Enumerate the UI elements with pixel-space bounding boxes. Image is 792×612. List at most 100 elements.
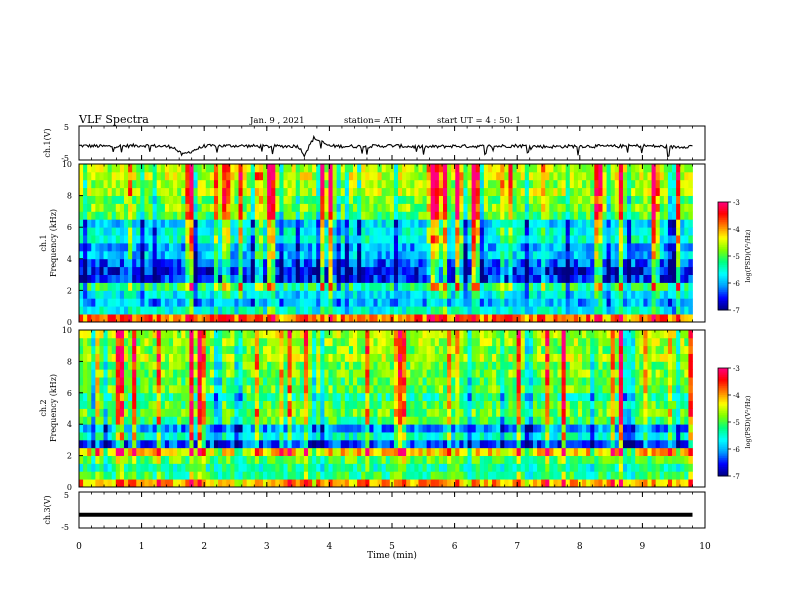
spectrogram-cell: [353, 274, 358, 283]
spectrogram-cell: [258, 455, 264, 464]
spectrogram-cell: [561, 235, 567, 244]
spectrogram-cell: [246, 164, 252, 173]
spectrogram-cell: [299, 384, 305, 394]
spectrogram-cell: [283, 266, 288, 275]
spectrogram-cell: [218, 408, 223, 417]
spectrogram-cell: [205, 424, 211, 433]
spectrogram-cell: [275, 306, 280, 315]
spectrogram-cell: [451, 258, 456, 268]
spectrogram-cell: [287, 227, 293, 236]
spectrogram-cell: [320, 432, 325, 441]
spectrogram-cell: [152, 211, 158, 220]
spectrogram-cell: [160, 432, 166, 441]
spectrogram-cell: [467, 330, 473, 339]
spectrogram-cell: [651, 179, 657, 189]
spectrogram-cell: [577, 266, 583, 275]
spectrogram-cell: [291, 179, 297, 189]
spectrogram-cell: [389, 369, 395, 378]
spectrogram-cell: [79, 439, 84, 449]
spectrogram-cell: [222, 219, 227, 228]
spectrogram-cell: [500, 227, 505, 236]
spectrogram-cell: [676, 306, 681, 315]
spectrogram-cell: [312, 424, 317, 433]
spectrogram-cell: [303, 432, 309, 441]
spectrogram-cell: [557, 306, 562, 315]
spectrogram-cell: [201, 195, 207, 204]
spectrogram-cell: [291, 187, 297, 196]
spectrogram-cell: [389, 432, 395, 441]
spectrogram-cell: [132, 258, 137, 268]
spectrogram-cell: [218, 314, 223, 323]
spectrogram-cell: [667, 243, 673, 252]
spectrogram-cell: [254, 463, 260, 472]
spectrogram-cell: [553, 298, 558, 307]
spectrogram-cell: [479, 219, 485, 228]
spectrogram-cell: [410, 408, 415, 417]
spectrogram-cell: [299, 408, 305, 417]
spectrogram-cell: [586, 203, 591, 212]
spectrogram-cell: [418, 416, 423, 425]
spectrogram-cell: [254, 179, 260, 189]
spectrogram-cell: [627, 171, 632, 181]
spectrogram-cell: [111, 408, 117, 417]
spectrogram-cell: [79, 235, 84, 244]
spectrogram-cell: [402, 369, 407, 378]
spectrogram-cell: [353, 463, 358, 472]
spectrogram-cell: [324, 447, 329, 456]
spectrogram-cell: [242, 266, 248, 275]
spectrogram-cell: [320, 447, 325, 456]
spectrogram-cell: [586, 187, 591, 196]
spectrogram-cell: [344, 424, 350, 433]
spectrogram-cell: [373, 408, 378, 417]
spectrogram-cell: [492, 274, 497, 283]
spectrogram-cell: [344, 392, 350, 402]
spectrogram-cell: [332, 290, 338, 299]
spectrogram-cell: [119, 392, 125, 402]
spectrogram-cell: [250, 314, 256, 323]
spectrogram-cell: [209, 164, 215, 173]
spectrogram-cell: [115, 345, 121, 354]
spectrogram-cell: [590, 164, 595, 173]
spectrogram-cell: [434, 337, 440, 347]
spectrogram-cell: [422, 203, 428, 212]
spectrogram-cell: [373, 361, 378, 370]
spectrogram-cell: [246, 479, 252, 488]
spectrogram-cell: [312, 353, 317, 362]
spectrogram-cell: [160, 455, 166, 464]
spectrogram-cell: [123, 164, 129, 173]
spectrogram-cell: [504, 314, 509, 323]
spectrogram-cell: [164, 432, 170, 441]
spectrogram-cell: [181, 195, 186, 204]
spectrogram-cell: [385, 187, 391, 196]
spectrogram-cell: [398, 337, 403, 347]
spectrogram-cell: [414, 290, 419, 299]
spectrogram-cell: [213, 203, 219, 212]
spectrogram-cell: [622, 227, 628, 236]
spectrogram-cell: [582, 282, 587, 291]
spectrogram-cell: [115, 471, 121, 480]
spectrogram-cell: [128, 164, 133, 173]
spectrogram-cell: [123, 447, 129, 456]
spectrogram-cell: [410, 258, 415, 268]
spectrogram-cell: [242, 243, 248, 252]
spectrogram-cell: [336, 227, 342, 236]
spectrogram-cell: [287, 171, 293, 181]
spectrogram-cell: [565, 219, 571, 228]
spectrogram-cell: [250, 471, 256, 480]
spectrogram-cell: [582, 243, 587, 252]
spectrogram-cell: [291, 250, 297, 260]
spectrogram-cell: [430, 235, 436, 244]
spectrogram-cell: [328, 179, 333, 189]
spectrogram-cell: [582, 179, 587, 189]
spectrogram-cell: [451, 471, 456, 480]
spectrogram-cell: [95, 369, 100, 378]
spectrogram-cell: [618, 164, 624, 173]
spectrogram-cell: [87, 266, 92, 275]
spectrogram-cell: [99, 463, 104, 472]
spectrogram-cell: [344, 337, 350, 347]
spectrogram-cell: [618, 258, 624, 268]
spectrogram-cell: [463, 187, 468, 196]
spectrogram-cell: [218, 455, 223, 464]
spectrogram-cell: [189, 361, 194, 370]
spectrogram-cell: [467, 298, 473, 307]
